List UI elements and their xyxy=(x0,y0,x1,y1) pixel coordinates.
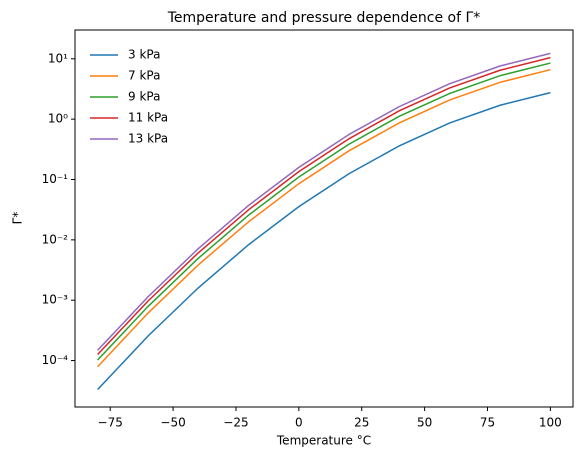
series-line xyxy=(97,56,551,356)
legend-label: 13 kPa xyxy=(128,132,168,146)
legend-label: 11 kPa xyxy=(128,111,168,125)
x-tick-label: 0 xyxy=(295,416,303,430)
x-tick-label: 50 xyxy=(417,416,432,430)
legend-label: 9 kPa xyxy=(128,90,160,104)
x-tick-label: 100 xyxy=(539,416,562,430)
series-line xyxy=(97,52,551,351)
y-tick-label: 10⁻⁴ xyxy=(42,353,69,367)
y-tick-label: 10⁰ xyxy=(48,112,68,126)
x-tick-label: 25 xyxy=(354,416,369,430)
y-axis-label: Γ* xyxy=(11,212,25,225)
series-line xyxy=(97,91,551,391)
axes-frame xyxy=(74,29,574,408)
y-tick-label: 10⁻³ xyxy=(42,293,69,307)
y-tick-label: 10⁻² xyxy=(42,232,69,246)
x-tick-label: 75 xyxy=(480,416,495,430)
series-line xyxy=(97,68,551,368)
legend-label: 7 kPa xyxy=(128,69,160,83)
x-tick-label: −25 xyxy=(223,416,248,430)
x-tick-label: −50 xyxy=(160,416,185,430)
x-tick-label: −75 xyxy=(98,416,123,430)
y-tick-label: 10⁻¹ xyxy=(42,172,69,186)
x-axis-label: Temperature °C xyxy=(276,434,371,448)
chart-title: Temperature and pressure dependence of Γ… xyxy=(167,10,481,26)
series-line xyxy=(97,62,551,361)
y-tick-label: 10¹ xyxy=(48,51,68,65)
legend-label: 3 kPa xyxy=(128,48,160,62)
